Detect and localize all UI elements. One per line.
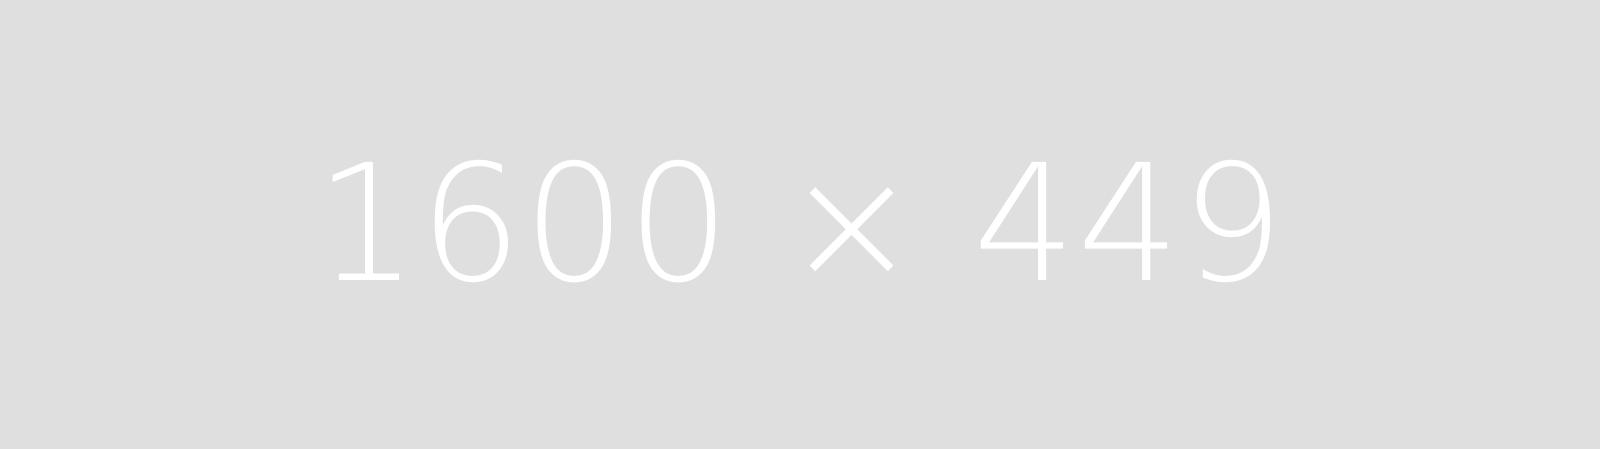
dimension-label: 1600 × 449: [314, 130, 1286, 319]
